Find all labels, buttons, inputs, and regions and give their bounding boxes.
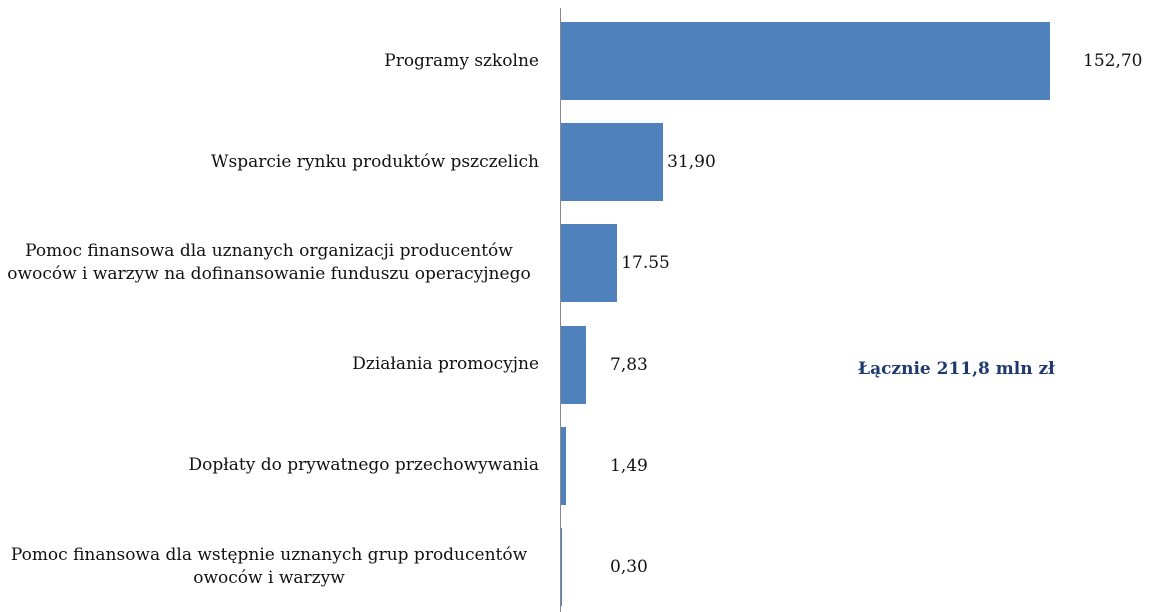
category-label: Programy szkolne <box>384 50 539 71</box>
category-label-box: Dopłaty do prywatnego przechowywania <box>0 426 539 506</box>
category-label: Pomoc finansowa dla wstępnie uznanych gr… <box>10 545 528 588</box>
axis-line <box>560 8 561 612</box>
bar <box>561 325 587 404</box>
category-label: Działania promocyjne <box>352 354 539 375</box>
category-label-box: Działania promocyjne <box>0 325 539 405</box>
bar <box>561 426 566 505</box>
category-label-box: Programy szkolne <box>0 21 539 101</box>
annotation: Łącznie 211,8 mln zł <box>858 359 1055 379</box>
value-label: 1,49 <box>610 455 648 476</box>
bar <box>561 22 1050 100</box>
category-label-box: Pomoc finansowa dla uznanych organizacji… <box>0 223 539 303</box>
category-label: Pomoc finansowa dla uznanych organizacji… <box>7 241 531 285</box>
category-label: Wsparcie rynku produktów pszczelich <box>211 151 539 172</box>
bar <box>561 123 664 202</box>
value-label: 152,70 <box>1083 51 1143 71</box>
bar <box>561 224 618 303</box>
bar <box>561 528 562 606</box>
value-label: 17.55 <box>621 253 670 274</box>
category-label: Dopłaty do prywatnego przechowywania <box>188 455 539 476</box>
category-label-box: Pomoc finansowa dla wstępnie uznanych gr… <box>0 527 539 607</box>
value-label: 31,90 <box>667 152 716 173</box>
value-label: 0,30 <box>610 557 648 577</box>
category-label-box: Wsparcie rynku produktów pszczelich <box>0 122 539 202</box>
value-label: 7,83 <box>610 354 648 375</box>
